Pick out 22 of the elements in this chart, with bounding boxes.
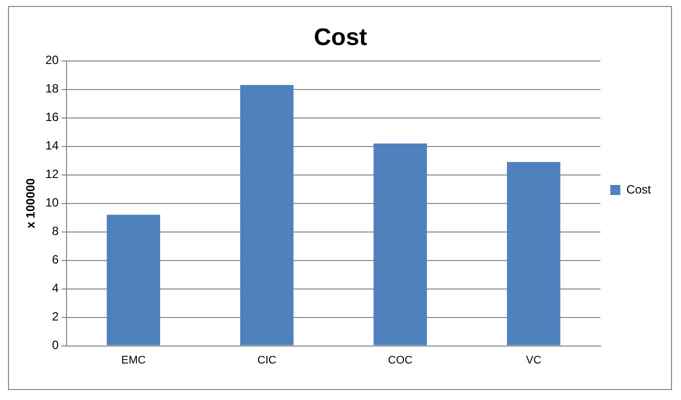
bar (106, 214, 160, 346)
y-tick-label: 2 (52, 310, 60, 324)
legend-label: Cost (626, 182, 652, 196)
y-tick-label: 0 (52, 338, 60, 352)
y-tick-label: 16 (45, 110, 60, 124)
y-tick-label: 10 (45, 196, 60, 210)
x-tick-label: CIC (257, 354, 276, 366)
bar (374, 143, 427, 346)
y-tick-label: 18 (45, 82, 60, 96)
y-tick-label: 14 (45, 138, 60, 153)
y-tick-label: 8 (52, 224, 60, 238)
x-tick-label: EMC (121, 354, 146, 366)
x-tick-label: COC (388, 354, 413, 366)
bar (506, 162, 560, 346)
bar (240, 85, 294, 346)
chart-title: Cost (314, 24, 368, 52)
x-tick-label: VC (526, 354, 542, 366)
y-tick-label: 12 (45, 167, 60, 182)
y-tick-label: 20 (45, 53, 60, 68)
y-axis-title: x 100000 (24, 178, 38, 228)
y-tick-label: 6 (52, 252, 60, 267)
y-tick-label: 4 (52, 281, 60, 296)
